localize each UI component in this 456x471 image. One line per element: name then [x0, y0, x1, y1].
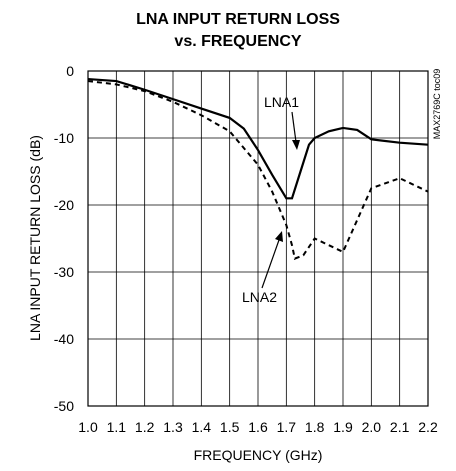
- x-tick-label: 1.3: [163, 419, 183, 435]
- x-tick-label: 2.1: [390, 419, 410, 435]
- arrow-head: [275, 231, 283, 242]
- x-tick-label: 1.1: [107, 419, 127, 435]
- y-tick-label: -10: [54, 130, 74, 146]
- x-tick-label: 1.8: [305, 419, 325, 435]
- y-tick-label: 0: [66, 63, 74, 79]
- x-tick-label: 2.2: [418, 419, 438, 435]
- x-tick-label: 1.0: [78, 419, 98, 435]
- series-label: LNA1: [264, 94, 299, 110]
- y-tick-label: -30: [54, 264, 74, 280]
- y-axis-label: LNA INPUT RETURN LOSS (dB): [27, 135, 43, 341]
- chart-title: LNA INPUT RETURN LOSS: [136, 11, 340, 28]
- x-tick-label: 1.4: [192, 419, 212, 435]
- x-tick-label: 1.7: [277, 419, 297, 435]
- x-axis-label: FREQUENCY (GHz): [194, 447, 323, 463]
- series-line: [87, 80, 429, 260]
- x-tick-label: 1.5: [220, 419, 240, 435]
- arrow: [261, 239, 280, 289]
- series-line: [87, 77, 429, 200]
- arrow: [291, 111, 297, 143]
- side-note: MAX2769C toc09: [432, 69, 442, 140]
- plot-frame: [87, 70, 429, 407]
- x-tick-label: 1.2: [135, 419, 155, 435]
- y-tick-label: -50: [54, 398, 74, 414]
- x-tick-label: 1.9: [333, 419, 353, 435]
- arrow-head: [292, 140, 300, 150]
- x-tick-label: 2.0: [362, 419, 382, 435]
- y-tick-label: -20: [54, 197, 74, 213]
- y-tick-label: -40: [54, 331, 74, 347]
- series-label: LNA2: [242, 289, 277, 305]
- x-tick-label: 1.6: [248, 419, 268, 435]
- chart-subtitle: vs. FREQUENCY: [174, 33, 301, 50]
